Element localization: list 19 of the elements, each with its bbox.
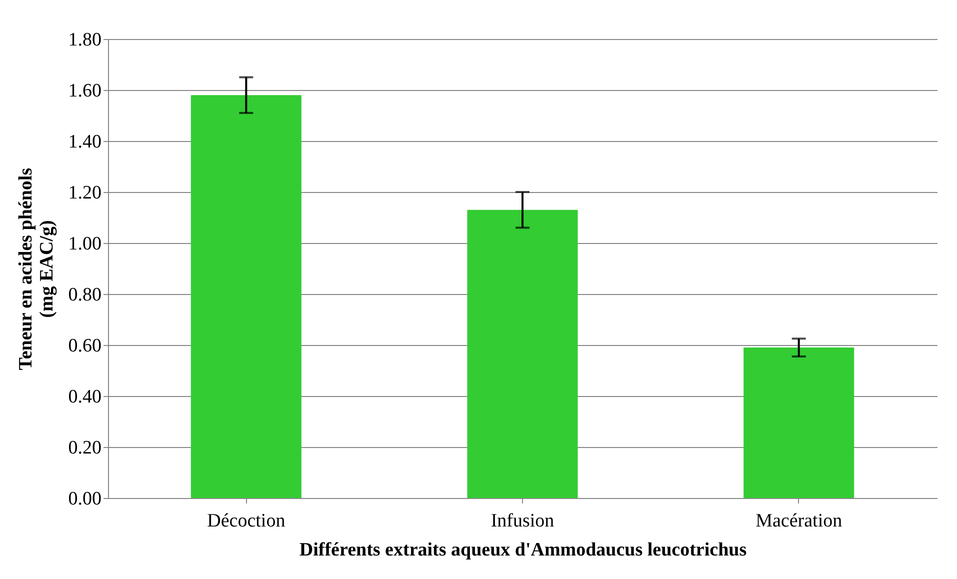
y-tick-label: 1.60: [68, 80, 102, 102]
y-tick-label: 1.20: [68, 182, 102, 204]
y-tick-label: 0.20: [68, 438, 102, 458]
x-tick-label: Décoction: [207, 510, 286, 532]
x-tick-label: Infusion: [490, 510, 555, 532]
text: (mg EAC/g): [36, 220, 58, 318]
x-tick-label: Macération: [756, 510, 843, 532]
y-tick-label: 0.40: [68, 386, 102, 408]
text: Teneur en acides phénols: [15, 168, 36, 370]
bar: [190, 95, 302, 498]
y-tick-label: 1.00: [68, 234, 102, 254]
x-axis-title: Différents extraits aqueux d'Ammodaucus leucotrichus: [299, 540, 747, 560]
y-tick-label: 1.40: [68, 132, 102, 152]
bar: [744, 348, 854, 498]
y-tick-label: 0.60: [68, 336, 102, 356]
y-tick-label: 1.80: [68, 30, 102, 50]
y-tick-label: 0.80: [68, 284, 102, 306]
y-tick-label: 0.00: [68, 488, 102, 510]
bar: [467, 210, 578, 498]
